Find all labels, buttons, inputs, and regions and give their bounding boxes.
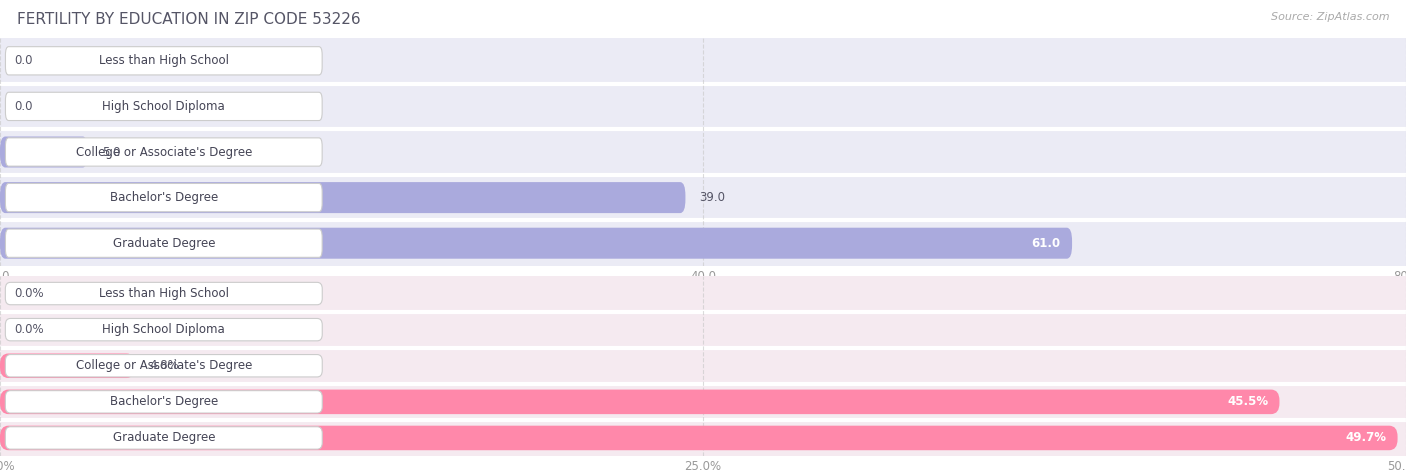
Text: 0.0: 0.0 (14, 100, 32, 113)
FancyBboxPatch shape (0, 136, 87, 168)
Bar (0, 220, 1406, 266)
Text: Bachelor's Degree: Bachelor's Degree (110, 395, 218, 408)
Text: 49.7%: 49.7% (1346, 431, 1386, 445)
FancyBboxPatch shape (0, 353, 135, 378)
Text: 4.8%: 4.8% (149, 359, 179, 372)
Text: College or Associate's Degree: College or Associate's Degree (76, 359, 252, 372)
Text: 0.0: 0.0 (14, 54, 32, 67)
Bar (0, 348, 1406, 384)
Bar (0, 384, 1406, 420)
FancyBboxPatch shape (0, 182, 686, 213)
Bar (0, 175, 1406, 220)
FancyBboxPatch shape (6, 427, 322, 449)
Text: Bachelor's Degree: Bachelor's Degree (110, 191, 218, 204)
FancyBboxPatch shape (6, 390, 322, 413)
FancyBboxPatch shape (6, 318, 322, 341)
FancyBboxPatch shape (6, 229, 322, 257)
Text: 39.0: 39.0 (699, 191, 725, 204)
Bar (0, 276, 1406, 312)
Text: High School Diploma: High School Diploma (103, 100, 225, 113)
FancyBboxPatch shape (0, 390, 1279, 414)
Text: 61.0: 61.0 (1032, 237, 1062, 250)
Text: 0.0%: 0.0% (14, 287, 44, 300)
Text: 0.0%: 0.0% (14, 323, 44, 336)
Text: Graduate Degree: Graduate Degree (112, 431, 215, 445)
Text: 45.5%: 45.5% (1227, 395, 1268, 408)
Text: Less than High School: Less than High School (98, 54, 229, 67)
Text: Less than High School: Less than High School (98, 287, 229, 300)
Bar (0, 312, 1406, 348)
Bar (0, 38, 1406, 84)
FancyBboxPatch shape (0, 426, 1398, 450)
Text: High School Diploma: High School Diploma (103, 323, 225, 336)
Text: Source: ZipAtlas.com: Source: ZipAtlas.com (1271, 12, 1389, 22)
FancyBboxPatch shape (6, 47, 322, 75)
Text: Graduate Degree: Graduate Degree (112, 237, 215, 250)
FancyBboxPatch shape (6, 183, 322, 212)
FancyBboxPatch shape (6, 354, 322, 377)
Text: 5.0: 5.0 (101, 145, 121, 159)
FancyBboxPatch shape (6, 138, 322, 166)
FancyBboxPatch shape (6, 92, 322, 121)
Text: FERTILITY BY EDUCATION IN ZIP CODE 53226: FERTILITY BY EDUCATION IN ZIP CODE 53226 (17, 12, 360, 27)
FancyBboxPatch shape (0, 228, 1073, 259)
Text: College or Associate's Degree: College or Associate's Degree (76, 145, 252, 159)
Bar (0, 84, 1406, 129)
FancyBboxPatch shape (6, 282, 322, 305)
Bar (0, 420, 1406, 456)
Bar (0, 129, 1406, 175)
